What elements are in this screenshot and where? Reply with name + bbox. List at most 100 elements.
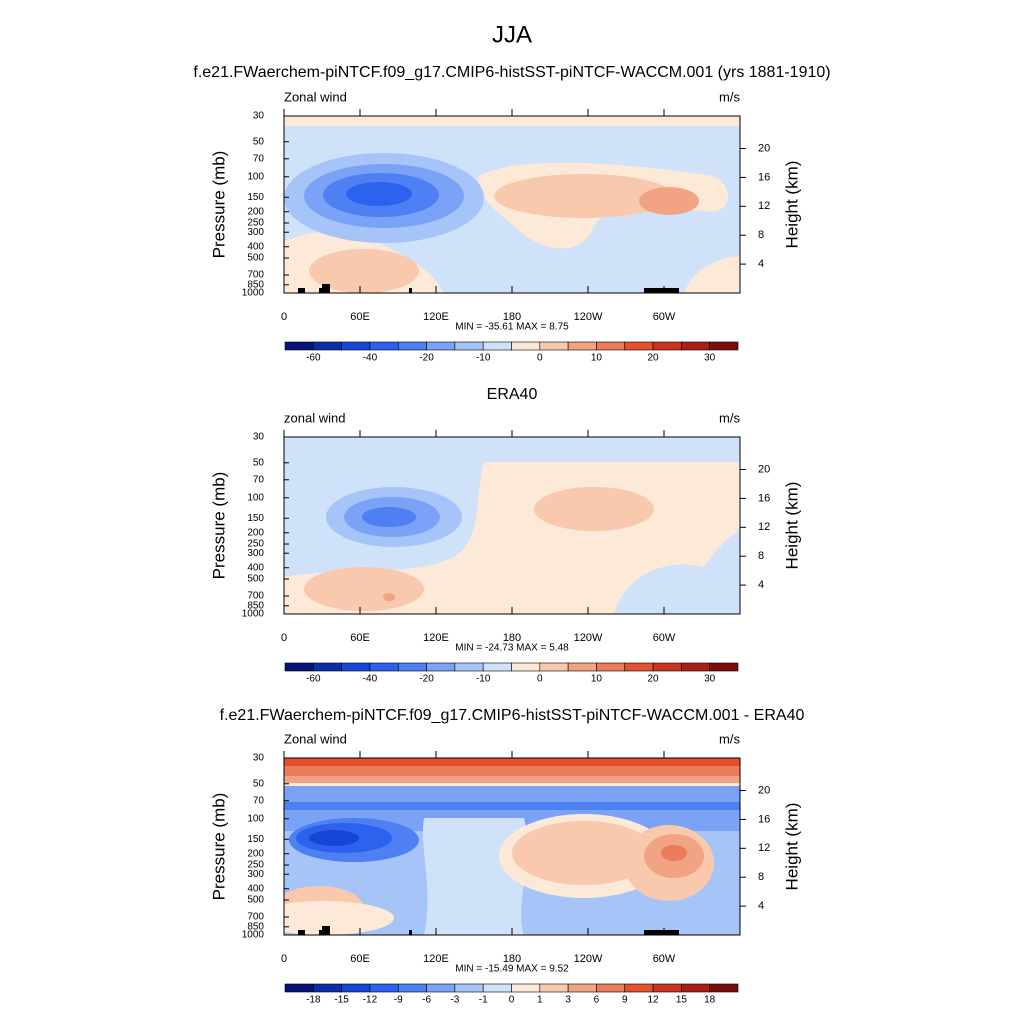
colorbar-label: 20 [648,353,660,364]
y-tick-label: 70 [253,153,265,164]
colorbar-label: 10 [591,353,603,364]
colorbar-label: -10 [476,353,491,364]
colorbar-box [681,341,710,351]
y2-tick-label: 12 [758,842,770,854]
colorbar-label: 30 [704,674,716,685]
y2-tick-label: 8 [758,550,764,562]
y-tick-label: 850 [247,600,264,611]
topography [409,288,412,293]
contour-fill [534,487,654,531]
y-tick-label: 850 [247,921,264,932]
colorbar-label: 10 [591,674,603,685]
y-tick-label: 150 [247,834,264,845]
figure-title: JJA [492,21,532,48]
colorbar-box [652,662,682,672]
contour-fill [309,830,359,846]
y-tick-label: 1000 [242,609,265,620]
topography [409,930,412,935]
y-tick-label: 500 [247,574,264,585]
x-tick-label: 120E [423,311,449,323]
colorbar-box [341,341,371,351]
y-tick-label: 400 [247,883,264,894]
right-label: m/s [719,731,740,746]
x-tick-label: 60W [653,953,676,965]
colorbar-box [284,341,314,351]
contour-fill [639,187,699,215]
stats: MIN = -15.49 MAX = 9.52 [455,964,569,975]
y2-tick-label: 20 [758,142,770,154]
colorbar-box [539,341,569,351]
y2-tick-label: 16 [758,171,770,183]
y-axis-label: Pressure (mb) [209,472,228,580]
y2-tick-label: 16 [758,492,770,504]
y-tick-label: 200 [247,848,264,859]
colorbar-label: 0 [537,353,543,364]
colorbar-box [313,983,342,993]
colorbar-box [511,341,541,351]
colorbar-box [426,983,456,993]
y2-tick-label: 20 [758,463,770,475]
colorbar-box [567,983,597,993]
y2-tick-label: 4 [758,900,764,912]
colorbar-label: 30 [704,353,716,364]
colorbar-label: -10 [476,674,491,685]
y2-tick-label: 8 [758,871,764,883]
y-tick-label: 1000 [242,288,265,299]
x-tick-label: 60W [653,311,676,323]
y-tick-label: 30 [253,753,265,764]
colorbar-box [596,662,626,672]
colorbar-box [397,662,427,672]
y-tick-label: 250 [247,218,264,229]
colorbar-box [681,983,710,993]
colorbar-label: -60 [306,674,321,685]
contour-plot [284,758,740,935]
x-tick-label: 120W [574,632,603,644]
x-tick-label: 120W [574,311,603,323]
x-tick-label: 0 [281,953,287,965]
contour-fill [309,249,419,293]
x-tick-label: 60E [350,953,370,965]
colorbar-box [567,341,597,351]
y2-tick-label: 12 [758,200,770,212]
colorbar-box [482,983,512,993]
topography [322,284,330,293]
colorbar-box [652,341,682,351]
y2-tick-label: 4 [758,258,764,270]
contour-fill [284,766,740,776]
colorbar-label: 3 [565,995,571,1006]
colorbar-label: 6 [594,995,600,1006]
colorbar-box [596,341,626,351]
y-tick-label: 150 [247,192,264,203]
colorbar-box [482,341,512,351]
colorbar-box [652,983,682,993]
y2-axis-label: Height (km) [782,161,801,249]
colorbar-box [539,662,569,672]
y-axis-label: Pressure (mb) [209,151,228,259]
y-tick-label: 250 [247,860,264,871]
colorbar-box [341,662,371,672]
contour-fill [661,845,687,861]
y-tick-label: 70 [253,795,265,806]
colorbar-label: 15 [676,995,688,1006]
y-tick-label: 850 [247,279,264,290]
x-tick-label: 60E [350,311,370,323]
colorbar-box [482,662,512,672]
colorbar-box [624,983,654,993]
contour-fill [684,256,740,293]
x-tick-label: 0 [281,311,287,323]
contour-fill [383,593,395,601]
colorbar-label: -12 [363,995,378,1006]
colorbar-box [313,341,342,351]
colorbar-label: -18 [306,995,321,1006]
y-tick-label: 400 [247,562,264,573]
panel-title: f.e21.FWaerchem-piNTCF.f09_g17.CMIP6-his… [220,707,805,724]
colorbar-label: -40 [363,674,378,685]
topography [298,930,305,935]
colorbar-label: 20 [648,674,660,685]
x-tick-label: 180 [503,632,521,644]
colorbar-label: 9 [622,995,628,1006]
y-tick-label: 300 [247,227,264,238]
x-tick-label: 120W [574,953,603,965]
contour-fill [614,527,740,614]
